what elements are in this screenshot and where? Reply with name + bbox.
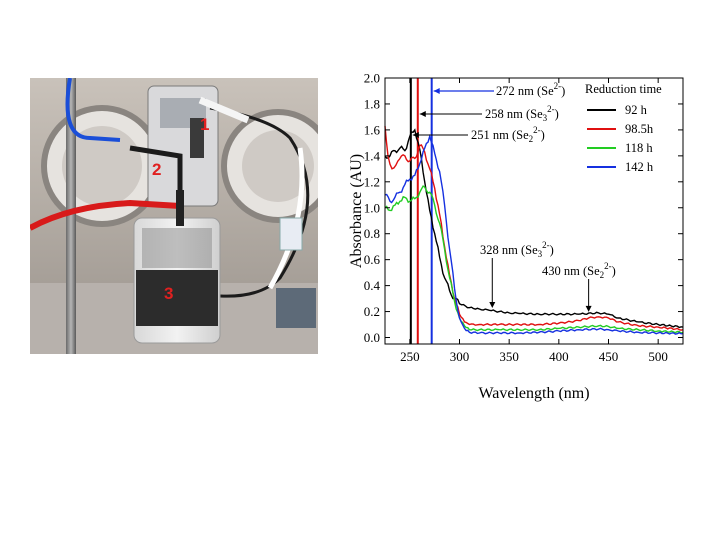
y-tick-label: 2.0 <box>364 71 380 86</box>
legend-title: Reduction time <box>585 82 662 96</box>
legend-label: 92 h <box>625 103 648 117</box>
photo-label-1: 1 <box>200 115 209 134</box>
photo-label-2: 2 <box>152 160 161 179</box>
x-tick-label: 500 <box>648 349 668 364</box>
selenium-solution <box>136 270 218 326</box>
absorbance-chart: 250 300 350 400 450 500 0.0 0.2 0.4 0.6 0.8 1.0 1.2 1… <box>340 62 700 412</box>
x-tick-label: 350 <box>499 349 519 364</box>
y-tick-label: 0.6 <box>364 252 381 267</box>
white-probe <box>198 96 250 124</box>
legend-label: 142 h <box>625 160 654 174</box>
x-tick-label: 450 <box>599 349 619 364</box>
red-wire <box>30 199 181 231</box>
y-tick-label: 0.0 <box>364 330 380 345</box>
annotation-arrow <box>433 88 440 94</box>
x-tick-label: 300 <box>450 349 470 364</box>
x-tick-label: 400 <box>549 349 569 364</box>
series-line-2 <box>384 185 684 334</box>
blue-wire <box>65 78 121 142</box>
annotation-a258: 258 nm (Se32-) <box>485 104 559 123</box>
experiment-photo: 1 2 3 <box>30 78 318 354</box>
annotation-a251: 251 nm (Se22-) <box>471 125 545 144</box>
annotation-a272: 272 nm (Se2-) <box>496 81 565 98</box>
y-axis-title: Absorbance (AU) <box>348 154 365 268</box>
y-tick-label: 0.2 <box>364 304 380 319</box>
x-tick-label: 250 <box>400 349 420 364</box>
y-tick-label: 1.8 <box>364 96 380 111</box>
annotation-arrow <box>412 132 419 138</box>
x-axis-title: Wavelength (nm) <box>478 385 589 402</box>
series-line-0 <box>384 128 684 329</box>
annotation-arrow <box>489 301 496 308</box>
stand-pole <box>66 78 76 354</box>
photo-label-3: 3 <box>164 284 173 303</box>
y-tick-label: 1.2 <box>364 174 380 189</box>
legend: Reduction time 92 h 98.5h 118 h 142 h <box>585 82 662 174</box>
annotation-arrow <box>585 305 592 312</box>
y-tick-label: 1.0 <box>364 200 380 215</box>
y-tick-label: 1.4 <box>364 148 381 163</box>
series-line-3 <box>384 133 684 335</box>
annotation-arrow <box>419 111 426 117</box>
legend-label: 118 h <box>625 141 653 155</box>
y-tick-label: 0.8 <box>364 226 380 241</box>
y-tick-label: 0.4 <box>364 278 381 293</box>
annotation-a328: 328 nm (Se32-) <box>480 240 554 259</box>
plot-frame <box>384 77 684 345</box>
annotation-a430: 430 nm (Se22-) <box>542 261 616 280</box>
y-tick-label: 1.6 <box>364 122 381 137</box>
reagent-bottle <box>279 217 303 251</box>
series-line-1 <box>384 125 684 331</box>
legend-label: 98.5h <box>625 122 654 136</box>
